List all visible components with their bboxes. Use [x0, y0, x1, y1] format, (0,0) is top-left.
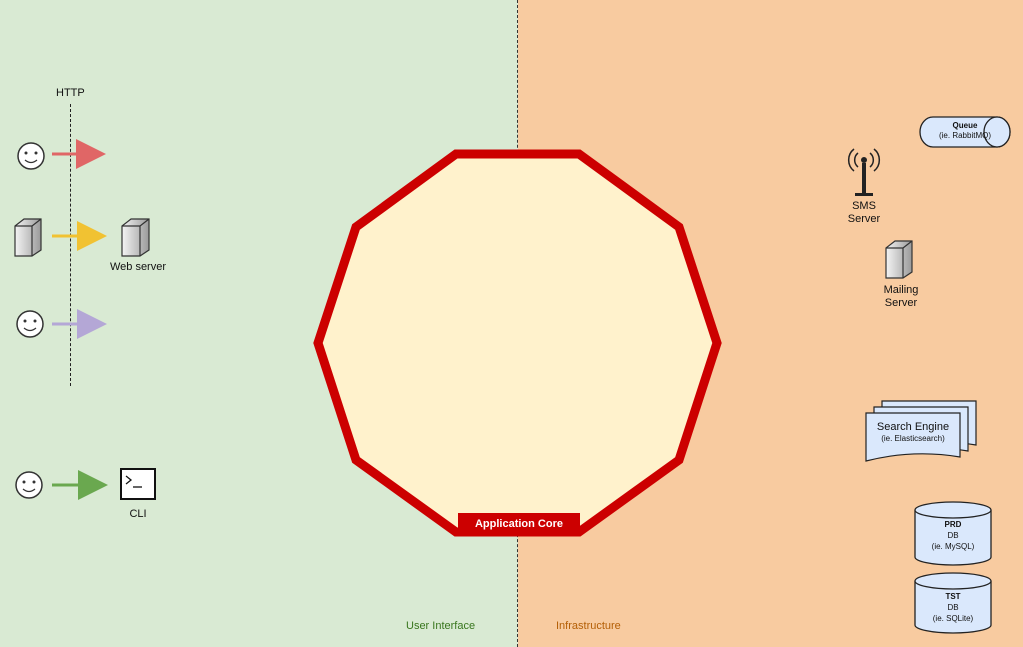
- application-core-label-box: [458, 513, 580, 533]
- web-server-icon: [121, 218, 150, 257]
- search-engine-subtitle: (ie. Elasticsearch): [881, 434, 945, 443]
- client-server-icon: [14, 218, 42, 257]
- tst-db-title: TST: [945, 592, 960, 601]
- prd-database-node: [914, 501, 992, 566]
- user-interface-label: User Interface: [406, 620, 476, 632]
- application-core-label: Application Core: [475, 518, 563, 530]
- search-engine-title: Search Engine: [877, 421, 949, 433]
- prd-db-line3: (ie. MySQL): [932, 542, 975, 551]
- application-core-decagon: [313, 149, 722, 537]
- web-server-label: Web server: [110, 261, 166, 273]
- tst-db-line2: DB: [947, 603, 958, 612]
- user-icon: [16, 310, 44, 338]
- prd-db-line2: DB: [947, 531, 958, 540]
- queue-subtitle: (ie. RabbitMQ): [939, 131, 991, 140]
- tst-db-line3: (ie. SQLite): [933, 614, 974, 623]
- mailing-server-icon: [885, 240, 913, 279]
- http-boundary-line: [70, 104, 71, 386]
- sms-label-line1: SMS: [852, 200, 876, 212]
- queue-node: [919, 116, 1011, 148]
- http-label: HTTP: [56, 87, 85, 99]
- cli-label: CLI: [129, 508, 146, 520]
- tst-database-node: [914, 572, 992, 634]
- user-icon: [15, 471, 43, 499]
- mailing-label-line1: Mailing: [884, 284, 919, 296]
- antenna-icon: [847, 148, 881, 196]
- sms-label-line2: Server: [848, 213, 881, 225]
- infrastructure-label: Infrastructure: [556, 620, 621, 632]
- mailing-label-line2: Server: [885, 297, 918, 309]
- prd-db-title: PRD: [945, 520, 962, 529]
- queue-title: Queue: [953, 121, 978, 130]
- search-engine-node: [865, 400, 977, 462]
- user-icon: [17, 142, 45, 170]
- terminal-icon: [120, 468, 156, 500]
